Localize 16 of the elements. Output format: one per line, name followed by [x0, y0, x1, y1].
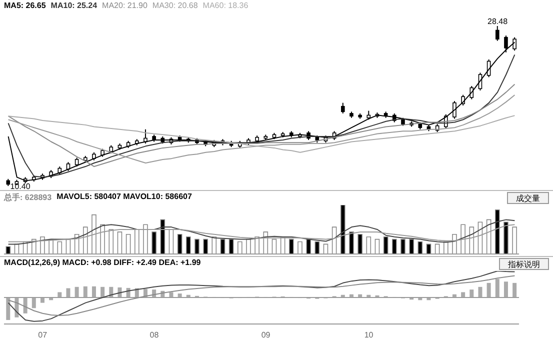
x-tick-label: 07 [38, 330, 48, 340]
annotation: 10.40 [10, 182, 31, 191]
text: 成交量 [507, 192, 549, 204]
text: MA20: 21.90 [102, 1, 148, 12]
x-tick-label: 09 [261, 330, 271, 340]
text: MA60: 18.36 [202, 1, 248, 12]
x-tick-label: 10 [364, 330, 374, 340]
text: MA5: 26.65 [4, 1, 46, 12]
text: 总手: 628893 [4, 192, 52, 204]
text: MA10: 25.24 [50, 1, 98, 12]
x-tick-label: 08 [150, 330, 160, 340]
text: MAVOL5: 580407 MAVOL10: 586607 [56, 192, 192, 203]
text: 指标说明 [499, 258, 549, 270]
text: MA30: 20.68 [152, 1, 198, 12]
annotation: 28.48 [488, 17, 508, 26]
text: MACD(12,26,9) MACD: +0.98 DIFF: +2.49 DEA: +1.99 [4, 258, 201, 269]
